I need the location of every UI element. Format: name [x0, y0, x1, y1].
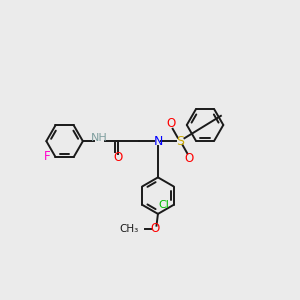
Text: O: O [150, 222, 160, 235]
Text: NH: NH [91, 133, 107, 142]
Text: O: O [167, 117, 176, 130]
Text: F: F [44, 151, 51, 164]
Text: CH₃: CH₃ [120, 224, 139, 234]
Text: Cl: Cl [158, 200, 169, 210]
Text: O: O [114, 151, 123, 164]
Text: S: S [176, 135, 184, 148]
Text: N: N [153, 135, 163, 148]
Text: O: O [184, 152, 194, 165]
